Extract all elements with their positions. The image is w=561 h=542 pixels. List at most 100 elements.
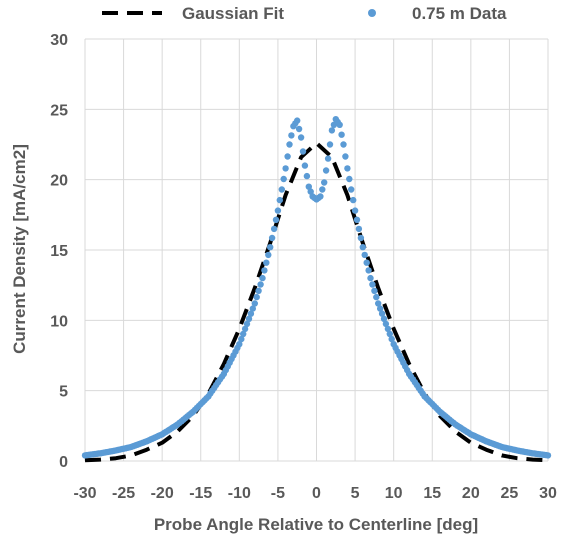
data-point xyxy=(367,274,374,282)
gaussian-fit-series xyxy=(84,141,549,463)
data-point xyxy=(375,300,382,307)
data-point xyxy=(278,186,285,193)
data-point xyxy=(382,320,390,328)
data-point xyxy=(263,259,270,266)
x-tick-labels: -30 -25 -20 -15 -10 -5 0 5 10 15 20 25 30 xyxy=(73,485,557,502)
data-point xyxy=(288,132,295,139)
x-tick-label: -15 xyxy=(189,485,212,502)
y-tick-label: 30 xyxy=(50,32,68,49)
x-tick-label: -30 xyxy=(73,485,96,502)
x-tick-label: -10 xyxy=(228,485,251,502)
data-point xyxy=(272,216,280,223)
data-point xyxy=(259,274,266,282)
data-point xyxy=(384,325,392,333)
data-point xyxy=(319,186,326,193)
data-point xyxy=(257,281,264,288)
data-point xyxy=(276,196,283,204)
data-point xyxy=(353,216,361,223)
x-tick-label: 5 xyxy=(351,485,360,502)
legend-data-label: 0.75 m Data xyxy=(412,4,507,23)
data-point xyxy=(245,315,253,322)
data-point xyxy=(322,167,330,174)
y-tick-label: 25 xyxy=(50,102,68,119)
data-point xyxy=(251,300,258,307)
data-point xyxy=(243,320,251,328)
data-point xyxy=(305,183,312,190)
data-point xyxy=(301,162,309,169)
data-point xyxy=(294,117,301,124)
y-tick-labels: 0 5 10 15 20 25 30 xyxy=(50,32,68,471)
x-tick-label: 20 xyxy=(462,485,480,502)
legend-fit-label: Gaussian Fit xyxy=(182,4,284,23)
legend: Gaussian Fit 0.75 m Data xyxy=(102,4,507,23)
y-tick-label: 5 xyxy=(59,384,68,401)
data-point xyxy=(357,234,365,242)
data-point xyxy=(240,330,247,338)
data-point xyxy=(363,259,370,266)
data-point xyxy=(317,193,324,200)
data-point xyxy=(348,186,355,193)
data-point xyxy=(295,125,303,133)
data-point xyxy=(386,330,393,338)
data-point xyxy=(284,153,291,160)
data-point xyxy=(350,196,357,204)
data-point xyxy=(303,172,311,180)
data-point xyxy=(253,293,260,301)
data-point xyxy=(299,148,307,155)
data-point xyxy=(326,141,334,148)
data-point xyxy=(282,165,289,172)
data-point xyxy=(267,244,274,251)
data-point xyxy=(355,225,363,233)
x-tick-label: 30 xyxy=(539,485,557,502)
y-tick-label: 0 xyxy=(59,454,68,471)
data-point xyxy=(359,244,366,251)
data-point xyxy=(340,141,347,148)
data-point xyxy=(249,305,256,312)
gridlines xyxy=(84,38,549,462)
data-point xyxy=(373,293,380,301)
data-point xyxy=(380,315,388,322)
data-point xyxy=(377,305,384,312)
data-point xyxy=(280,175,287,183)
y-tick-label: 20 xyxy=(50,173,68,190)
x-tick-label: 0 xyxy=(312,485,321,502)
data-point xyxy=(351,207,359,214)
data-point xyxy=(268,234,276,242)
data-point xyxy=(247,310,255,317)
x-tick-label: -25 xyxy=(112,485,135,502)
data-point xyxy=(255,287,262,294)
data-point xyxy=(286,141,293,148)
data-point xyxy=(338,131,345,138)
x-tick-label: 15 xyxy=(423,485,441,502)
data-point xyxy=(236,341,243,348)
data-point xyxy=(270,225,278,233)
legend-data-swatch xyxy=(368,9,376,17)
data-point xyxy=(321,179,328,186)
data-point xyxy=(307,188,314,195)
data-point xyxy=(344,165,351,172)
data-point xyxy=(336,121,343,128)
x-tick-label: 25 xyxy=(501,485,519,502)
data-point xyxy=(241,325,249,333)
data-point xyxy=(388,335,395,343)
data-point xyxy=(261,267,268,274)
data-point xyxy=(342,153,349,160)
data-point xyxy=(371,287,378,294)
y-tick-label: 15 xyxy=(50,243,68,260)
data-series xyxy=(81,116,552,459)
data-point xyxy=(369,281,376,288)
data-point xyxy=(324,155,332,162)
gaussian-fit-line xyxy=(84,141,549,463)
data-point xyxy=(265,251,272,259)
data-point xyxy=(361,251,368,259)
x-axis-title: Probe Angle Relative to Centerline [deg] xyxy=(154,515,478,534)
x-tick-label: -5 xyxy=(271,485,285,502)
x-tick-label: 10 xyxy=(385,485,403,502)
data-point xyxy=(544,452,552,459)
data-point xyxy=(346,175,353,183)
y-tick-label: 10 xyxy=(50,313,68,330)
data-point xyxy=(274,207,282,214)
data-point xyxy=(378,310,386,317)
data-point xyxy=(238,335,245,343)
